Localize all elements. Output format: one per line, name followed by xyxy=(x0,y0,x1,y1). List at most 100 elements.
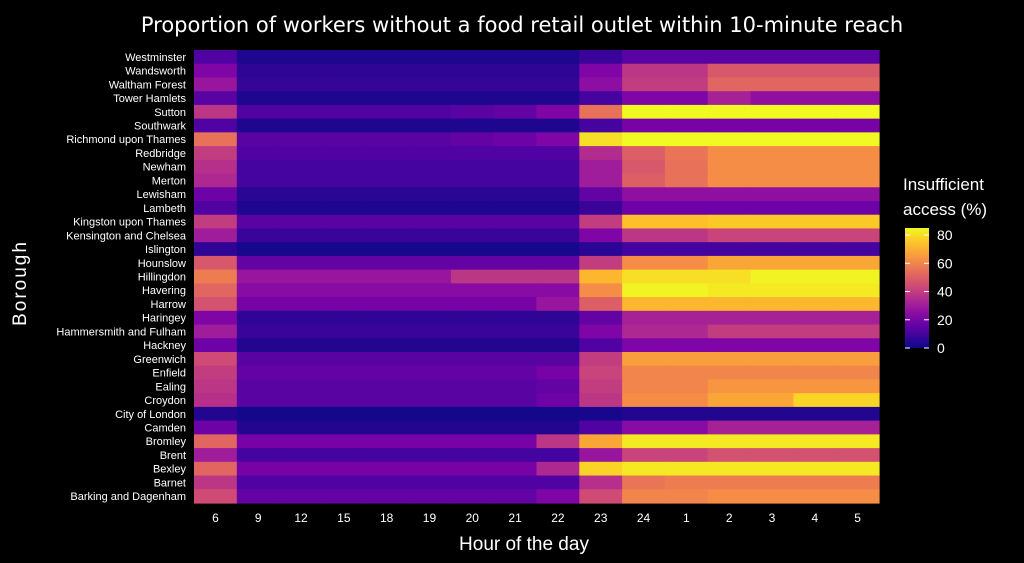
heatmap-cell xyxy=(622,187,666,202)
heatmap-cell xyxy=(450,379,495,394)
heatmap-cell xyxy=(536,489,580,504)
heatmap-cell xyxy=(536,434,580,449)
heatmap-cell xyxy=(707,77,752,92)
heatmap-cell xyxy=(664,214,709,230)
heatmap-cell xyxy=(579,283,623,298)
heatmap-cell xyxy=(622,310,666,326)
heatmap-cell xyxy=(322,406,366,422)
heatmap-cell xyxy=(664,146,709,161)
heatmap-cell xyxy=(365,173,409,188)
heatmap-cell xyxy=(322,146,366,161)
heatmap-cell xyxy=(493,406,538,422)
heatmap-cell xyxy=(408,475,452,490)
heatmap-cell xyxy=(450,159,495,175)
heatmap-cell xyxy=(194,173,238,188)
heatmap-cell xyxy=(622,297,666,312)
heatmap-cell xyxy=(322,269,366,284)
heatmap-cell xyxy=(750,159,794,175)
heatmap-cell xyxy=(450,393,495,408)
heatmap-cell xyxy=(450,91,495,106)
heatmap-cell xyxy=(536,228,580,243)
heatmap-cell xyxy=(750,448,794,463)
heatmap-cell xyxy=(793,269,837,284)
heatmap-cell xyxy=(450,146,495,161)
heatmap-cell xyxy=(579,91,623,106)
heatmap-cell xyxy=(836,118,880,133)
y-tick-label: City of London xyxy=(115,409,186,421)
heatmap-cell xyxy=(836,379,880,394)
heatmap-cell xyxy=(408,448,452,463)
heatmap-cell xyxy=(236,324,281,339)
heatmap-cell xyxy=(793,201,837,216)
heatmap-cell xyxy=(408,118,452,133)
heatmap-cell xyxy=(450,104,495,120)
heatmap-cell xyxy=(279,310,324,326)
chart-title: Proportion of workers without a food ret… xyxy=(141,13,903,37)
heatmap-cell xyxy=(450,63,495,79)
heatmap-cell xyxy=(493,434,538,449)
heatmap-cell xyxy=(322,489,366,504)
heatmap-cell xyxy=(408,104,452,120)
heatmap-cell xyxy=(450,50,495,65)
heatmap-cell xyxy=(536,310,580,326)
heatmap-cell xyxy=(750,297,794,312)
heatmap-cell xyxy=(536,104,580,120)
heatmap-cell xyxy=(322,77,366,92)
heatmap-cell xyxy=(279,146,324,161)
heatmap-cell xyxy=(622,201,666,216)
heatmap-cell xyxy=(408,214,452,230)
heatmap-cell xyxy=(236,420,281,435)
heatmap-cell xyxy=(493,393,538,408)
heatmap-cell xyxy=(536,255,580,271)
heatmap-cell xyxy=(836,63,880,79)
heatmap-cell xyxy=(536,379,580,394)
heatmap-cell xyxy=(365,324,409,339)
heatmap-cell xyxy=(493,448,538,463)
heatmap-cell xyxy=(750,63,794,79)
heatmap-cell xyxy=(622,283,666,298)
y-tick-label: Hillingdon xyxy=(138,272,186,284)
heatmap-cell xyxy=(536,132,580,147)
heatmap-cell xyxy=(664,173,709,188)
heatmap-cell xyxy=(493,379,538,394)
heatmap-cell xyxy=(236,104,281,120)
heatmap-cell xyxy=(707,338,752,353)
heatmap-cell xyxy=(622,448,666,463)
heatmap-cell xyxy=(322,91,366,106)
heatmap-cell xyxy=(279,324,324,339)
heatmap-cell xyxy=(750,461,794,477)
heatmap-cell xyxy=(194,187,238,202)
heatmap-cell xyxy=(236,228,281,243)
heatmap-cell xyxy=(365,187,409,202)
heatmap-cell xyxy=(236,132,281,147)
heatmap-cell xyxy=(493,365,538,381)
heatmap-cell xyxy=(793,324,837,339)
y-tick-label: Lambeth xyxy=(143,203,186,215)
heatmap-cell xyxy=(579,242,623,257)
heatmap-cell xyxy=(365,338,409,353)
heatmap-cell xyxy=(236,475,281,490)
heatmap-cell xyxy=(536,406,580,422)
heatmap-cell xyxy=(365,297,409,312)
heatmap-cell xyxy=(322,324,366,339)
heatmap-cell xyxy=(279,269,324,284)
heatmap-cell xyxy=(236,352,281,367)
x-tick-label: 21 xyxy=(508,511,522,525)
heatmap-cell xyxy=(793,77,837,92)
heatmap-cell xyxy=(622,406,666,422)
heatmap-cell xyxy=(664,393,709,408)
heatmap-cell xyxy=(365,406,409,422)
heatmap-cell xyxy=(793,475,837,490)
heatmap-cell xyxy=(322,255,366,271)
heatmap-cell xyxy=(707,201,752,216)
heatmap-cell xyxy=(536,77,580,92)
heatmap-cell xyxy=(194,63,238,79)
heatmap-cell xyxy=(664,77,709,92)
heatmap-cell xyxy=(322,50,366,65)
heatmap-cell xyxy=(707,365,752,381)
heatmap-cell xyxy=(536,50,580,65)
heatmap-cell xyxy=(194,118,238,133)
heatmap-cell xyxy=(279,420,324,435)
heatmap-cell xyxy=(322,420,366,435)
heatmap-cell xyxy=(408,255,452,271)
